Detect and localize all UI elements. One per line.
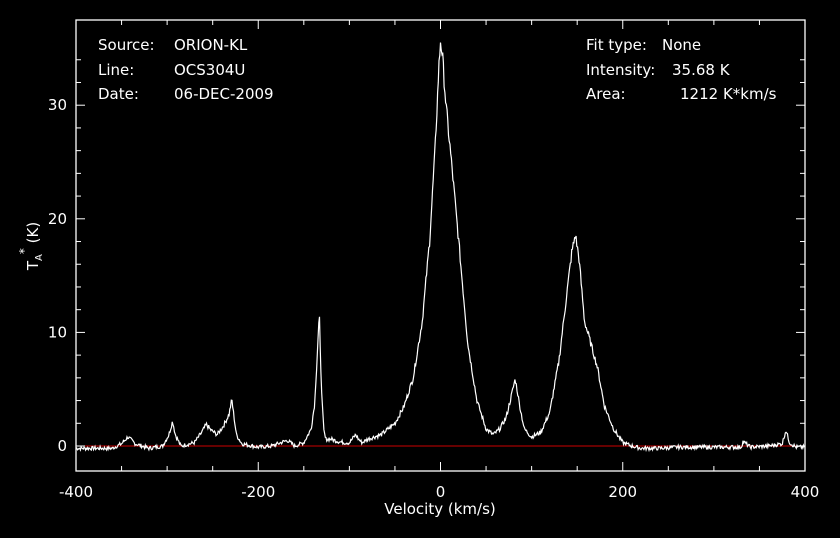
intensity-value: 35.68 K <box>672 61 730 79</box>
fit-type-label: Fit type: <box>586 36 647 54</box>
date-value: 06-DEC-2009 <box>174 85 274 103</box>
fit-type-value: None <box>662 36 702 54</box>
x-tick-label: -400 <box>59 483 93 501</box>
source-value: ORION-KL <box>174 36 248 54</box>
axis-tick-labels: -400 -200 0 200 400 0 10 20 30 <box>48 96 819 501</box>
date-label: Date: <box>98 85 139 103</box>
line-value: OCS304U <box>174 61 246 79</box>
area-label: Area: <box>586 85 626 103</box>
y-tick-label: 30 <box>48 96 67 114</box>
source-label: Source: <box>98 36 155 54</box>
y-axis-label-unit: (K) <box>24 222 42 248</box>
x-axis-label: Velocity (km/s) <box>384 500 495 518</box>
y-axis-label-main: T <box>24 260 42 271</box>
line-label: Line: <box>98 61 135 79</box>
x-tick-label: 400 <box>791 483 820 501</box>
intensity-label: Intensity: <box>586 61 656 79</box>
area-value: 1212 K*km/s <box>680 85 777 103</box>
y-tick-label: 20 <box>48 210 67 228</box>
y-tick-label: 10 <box>48 323 67 341</box>
y-tick-label: 0 <box>57 437 67 455</box>
y-axis-label: TA* (K) <box>17 222 45 271</box>
svg-text:TA* (K): TA* (K) <box>17 222 45 271</box>
x-tick-label: 0 <box>436 483 446 501</box>
y-axis-label-sub: A <box>34 254 45 261</box>
spectrum-line <box>75 42 805 453</box>
y-axis-label-sup: * <box>17 248 31 254</box>
x-tick-label: 200 <box>608 483 637 501</box>
x-tick-label: -200 <box>241 483 275 501</box>
